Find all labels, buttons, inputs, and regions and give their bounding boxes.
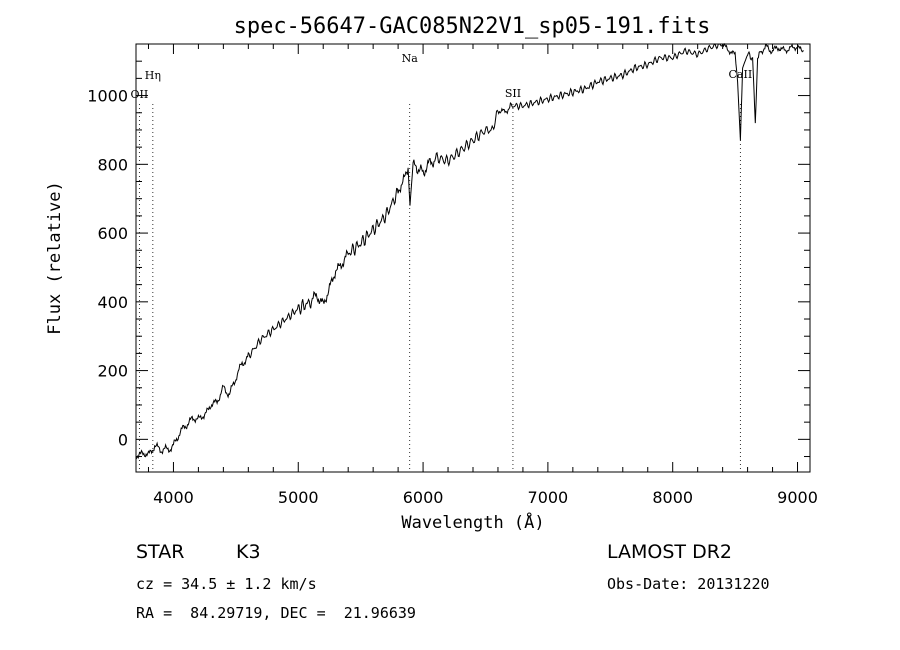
y-tick-label: 400 — [97, 293, 128, 312]
y-tick-label: 200 — [97, 362, 128, 381]
x-tick-label: 6000 — [403, 488, 444, 507]
x-axis-label: Wavelength (Å) — [401, 511, 544, 533]
y-tick-label: 800 — [97, 155, 128, 174]
object-class: STAR — [136, 541, 185, 563]
redshift-text: cz = 34.5 ± 1.2 km/s — [136, 575, 317, 593]
spectral-line-label: SII — [505, 87, 521, 100]
object-subclass: K3 — [236, 541, 261, 563]
plot-frame — [135, 43, 811, 473]
coordinates-text: RA = 84.29719, DEC = 21.96639 — [136, 604, 416, 622]
y-tick-label: 600 — [97, 224, 128, 243]
y-tick-label: 0 — [118, 430, 128, 449]
x-tick-label: 5000 — [278, 488, 319, 507]
x-tick-label: 4000 — [153, 488, 194, 507]
spectrum-trace — [135, 42, 804, 460]
x-tick-label: 8000 — [652, 488, 693, 507]
obs-date-text: Obs-Date: 20131220 — [607, 575, 770, 593]
spectral-line-label: Na — [402, 52, 419, 65]
spectral-line-label: Hη — [145, 69, 161, 82]
spectral-line-label: CaII — [729, 68, 753, 81]
chart-title: spec-56647-GAC085N22V1_sp05-191.fits — [234, 14, 711, 39]
survey-label: LAMOST DR2 — [607, 541, 732, 563]
y-axis-label: Flux (relative) — [45, 181, 65, 335]
x-tick-label: 7000 — [528, 488, 569, 507]
x-tick-label: 9000 — [777, 488, 818, 507]
y-tick-label: 1000 — [87, 87, 128, 106]
spectral-line-label: OII — [131, 88, 149, 101]
